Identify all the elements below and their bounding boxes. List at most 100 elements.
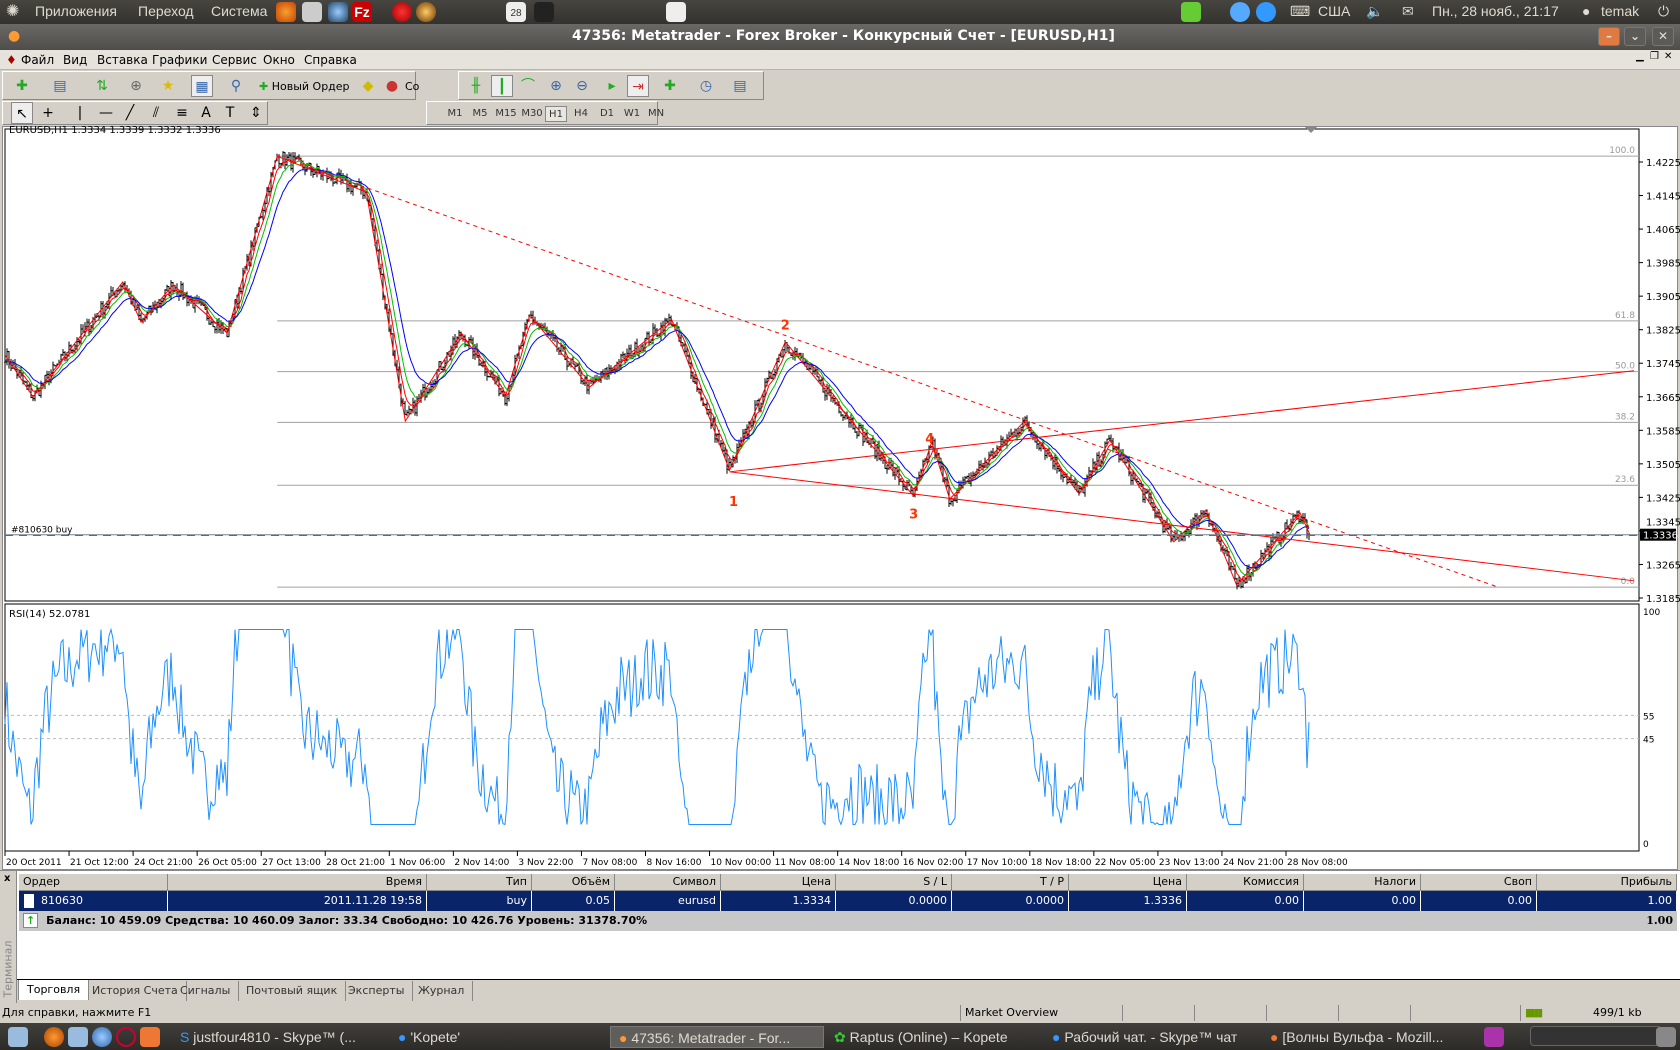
calendar-icon[interactable]: 28 — [506, 2, 526, 22]
arrows-icon[interactable]: ⇕ — [250, 105, 262, 121]
navigator-icon[interactable]: ⊕ — [130, 78, 142, 94]
timeframe-d1[interactable]: D1 — [599, 108, 615, 119]
app-icon[interactable] — [1484, 1027, 1504, 1047]
fibonacci-icon[interactable]: ≡ — [176, 105, 188, 121]
autoscroll-icon[interactable]: ▸ — [608, 78, 616, 94]
vertical-line-icon[interactable]: | — [77, 105, 83, 121]
status-profile[interactable]: Market Overview — [960, 1005, 1122, 1021]
skype-status-icon[interactable] — [1181, 2, 1201, 22]
app-icon[interactable] — [416, 2, 436, 22]
text-editor-icon[interactable] — [666, 2, 686, 22]
volume-icon[interactable]: 🔈 — [1366, 3, 1384, 19]
candlestick-icon[interactable]: ┃ — [491, 75, 513, 97]
status-connection[interactable]: ▮▮▮▮ 499/1 kb — [1520, 1005, 1676, 1021]
firefox-icon[interactable] — [276, 2, 296, 22]
column-header[interactable]: Налоги — [1304, 874, 1421, 891]
trash-icon[interactable] — [1656, 1027, 1676, 1047]
chart-window[interactable]: 1.4225 1.4145 1.4065 1.3985 1.3905 1.3825 1.37… — [2, 125, 1680, 870]
autotrading-icon[interactable]: ● — [385, 78, 399, 94]
task-kopete-raptus[interactable]: ✿ Raptus (Online) – Kopete — [834, 1029, 1008, 1045]
dropbox-icon[interactable] — [1230, 2, 1250, 22]
expert-advisors-icon[interactable]: ◆ — [362, 78, 374, 94]
tester-icon[interactable]: ⚲ — [230, 78, 242, 94]
bar-chart-icon[interactable]: ╫ — [471, 78, 481, 94]
ubuntu-logo-icon[interactable]: ✺ — [6, 3, 20, 20]
menu-applications[interactable]: Приложения — [35, 3, 117, 19]
show-desktop-icon[interactable] — [8, 1027, 28, 1047]
power-icon[interactable]: ⏻ — [1658, 3, 1670, 19]
tab-2[interactable]: Сигналы — [172, 981, 240, 1001]
file-manager-icon[interactable] — [140, 1027, 160, 1047]
timeframe-mn[interactable]: MN — [647, 108, 665, 119]
column-header[interactable]: Ордер — [19, 874, 168, 891]
app-icon[interactable] — [534, 2, 554, 22]
new-chart-icon[interactable]: ✚ — [16, 78, 28, 94]
market-watch-icon[interactable]: ⇅ — [96, 78, 108, 94]
menu-file[interactable]: Файл — [21, 53, 55, 67]
minimize-button[interactable]: – — [1598, 27, 1620, 46]
column-header[interactable]: Объём — [532, 874, 615, 891]
keyboard-layout[interactable]: США — [1318, 3, 1351, 19]
menu-system[interactable]: Система — [211, 3, 268, 19]
debian-icon[interactable] — [116, 1027, 136, 1047]
column-header[interactable]: Цена — [1069, 874, 1187, 891]
close-button[interactable]: ✕ — [1652, 27, 1674, 46]
column-header[interactable]: S / L — [836, 874, 952, 891]
menu-view[interactable]: Вид — [63, 53, 88, 67]
timeframe-h4[interactable]: H4 — [574, 108, 588, 119]
line-chart-icon[interactable]: ⌒ — [521, 78, 535, 94]
kopete-icon[interactable] — [1256, 2, 1276, 22]
column-header[interactable]: Комиссия — [1187, 874, 1304, 891]
mdi-restore-button[interactable]: ❐ — [1650, 51, 1659, 62]
column-header[interactable]: T / P — [952, 874, 1069, 891]
task-skype-chat[interactable]: ● Рабочий чат. - Skype™ чат — [1052, 1029, 1238, 1045]
chromium-icon[interactable] — [92, 1027, 112, 1047]
templates-icon[interactable]: ▤ — [733, 78, 747, 94]
periods-icon[interactable]: ◷ — [699, 78, 713, 94]
column-header[interactable]: Символ — [615, 874, 721, 891]
zoom-out-icon[interactable]: ⊖ — [576, 78, 588, 94]
chart-shift-icon[interactable]: ⇥ — [627, 75, 649, 97]
filezilla-icon[interactable]: Fz — [352, 2, 372, 22]
user-name[interactable]: temak — [1601, 3, 1640, 19]
timeframe-h1[interactable]: H1 — [545, 106, 567, 122]
timeframe-m15[interactable]: M15 — [495, 108, 517, 119]
tab-4[interactable]: Эксперты — [340, 981, 414, 1001]
close-terminal-icon[interactable]: x — [4, 873, 11, 884]
timeframe-w1[interactable]: W1 — [623, 108, 641, 119]
menu-places[interactable]: Переход — [138, 3, 194, 19]
column-header[interactable]: Прибыль — [1537, 874, 1677, 891]
menu-window[interactable]: Окно — [263, 53, 295, 67]
chat-icon[interactable]: ● — [1582, 3, 1591, 19]
column-header[interactable]: Цена — [721, 874, 836, 891]
mail-icon[interactable]: ✉ — [1402, 3, 1414, 19]
cursor-icon[interactable]: ↖ — [11, 102, 33, 124]
horizontal-line-icon[interactable]: — — [99, 105, 113, 121]
virtualbox-icon[interactable] — [68, 1027, 88, 1047]
task-kopete[interactable]: ● 'Kopete' — [398, 1029, 461, 1045]
terminal-icon[interactable]: ▦ — [191, 75, 213, 97]
menu-tools[interactable]: Сервис — [212, 53, 257, 67]
network-icon[interactable] — [302, 2, 322, 22]
favorites-icon[interactable]: ★ — [161, 78, 175, 94]
menu-charts[interactable]: Графики — [152, 53, 208, 67]
chart-canvas[interactable]: 1.4225 1.4145 1.4065 1.3985 1.3905 1.3825 1.37… — [1, 1, 1680, 868]
keyboard-icon[interactable]: ⌨ — [1290, 3, 1311, 19]
zoom-in-icon[interactable]: ⊕ — [550, 78, 562, 94]
channel-icon[interactable]: ⫽ — [152, 105, 160, 121]
indicators-icon[interactable]: ✚ — [664, 78, 676, 94]
new-order-button[interactable]: ✚ Новый Ордер — [259, 80, 350, 93]
mdi-minimize-button[interactable]: ▁ — [1636, 51, 1644, 62]
column-header[interactable]: Тип — [427, 874, 532, 891]
tab-5[interactable]: Журнал — [410, 981, 474, 1001]
workspace-switcher[interactable] — [1530, 1026, 1662, 1046]
profiles-icon[interactable]: ▤ — [53, 78, 67, 94]
menu-help[interactable]: Справка — [304, 53, 357, 67]
timeframe-m5[interactable]: M5 — [472, 108, 488, 119]
column-header[interactable]: Время — [168, 874, 427, 891]
clock[interactable]: Пн., 28 нояб., 21:17 — [1432, 3, 1559, 19]
thunderbird-icon[interactable] — [328, 2, 348, 22]
truncated-button-label[interactable]: Co — [405, 80, 420, 93]
timeframe-m1[interactable]: M1 — [447, 108, 463, 119]
timeframe-m30[interactable]: M30 — [521, 108, 543, 119]
